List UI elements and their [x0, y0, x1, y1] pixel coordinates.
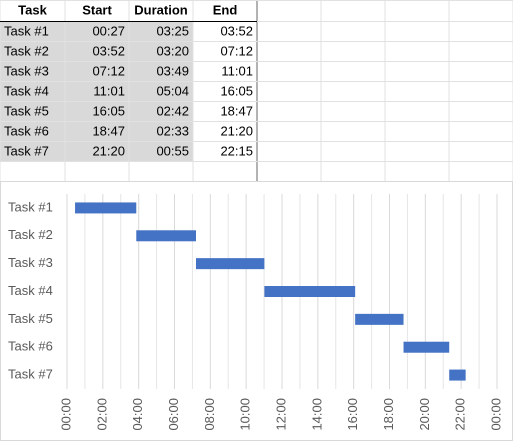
x-tick-label: 18:00	[381, 398, 396, 431]
x-tick-label: 06:00	[166, 398, 181, 431]
cell: 07:12	[220, 43, 253, 58]
cell: 18:47	[220, 103, 253, 118]
y-tick-label: Task #1	[8, 199, 53, 214]
cell: 02:42	[156, 103, 189, 118]
x-tick-label: 20:00	[417, 398, 432, 431]
cell: 00:27	[92, 23, 125, 38]
cell: 07:12	[92, 63, 125, 78]
cell: 16:05	[92, 103, 125, 118]
cell: 18:47	[92, 123, 125, 138]
cell: 03:52	[220, 23, 253, 38]
header-cell: Duration	[134, 2, 188, 17]
cell: Task #5	[4, 103, 49, 118]
y-tick-label: Task #5	[8, 311, 53, 326]
header-cell: End	[213, 2, 238, 17]
cell: 02:33	[156, 123, 189, 138]
x-tick-label: 12:00	[273, 398, 288, 431]
x-tick-label: 00:00	[58, 398, 73, 431]
cell: 11:01	[221, 63, 253, 78]
gantt-bar	[403, 341, 450, 353]
gantt-bar	[75, 202, 137, 214]
gantt-bar	[264, 286, 356, 297]
y-tick-label: Task #3	[8, 255, 53, 270]
chart: 00:00 02:00 04:00 06:00 08:00 10:00 12:00 14:00…	[0, 181, 513, 441]
cell: Task #3	[4, 63, 49, 78]
gantt-bar	[355, 313, 404, 325]
gantt-bar	[136, 230, 196, 242]
x-tick-label: 04:00	[130, 398, 145, 431]
gantt-bar	[196, 258, 265, 270]
cell: 03:49	[156, 63, 189, 78]
y-tick-label: Task #4	[8, 283, 53, 298]
y-tick-label: Task #2	[8, 227, 53, 242]
cell-fill	[0, 141, 193, 161]
y-tick-label: Task #6	[8, 339, 53, 354]
cell: 03:20	[156, 43, 189, 58]
cell: Task #4	[4, 83, 49, 98]
cell: 21:20	[220, 123, 253, 138]
cell: 21:20	[92, 143, 125, 158]
y-tick-label: Task #7	[8, 367, 53, 382]
header-cell: Task	[18, 2, 47, 17]
cell-fill	[0, 81, 193, 101]
header-cell: Start	[82, 2, 112, 17]
cell: Task #2	[4, 43, 49, 58]
cell: 16:05	[220, 83, 253, 98]
cell: Task #7	[4, 143, 49, 158]
x-tick-label: 14:00	[309, 398, 324, 431]
chart-area	[0, 181, 513, 441]
x-tick-label: 00:00	[488, 398, 503, 431]
cell: 03:52	[92, 43, 125, 58]
cell: 00:55	[156, 143, 189, 158]
cell: 11:01	[93, 83, 125, 98]
x-tick-label: 08:00	[202, 398, 217, 431]
cell: 05:04	[156, 83, 189, 98]
cell: 22:15	[220, 143, 253, 158]
x-tick-label: 22:00	[453, 398, 468, 431]
gantt-bar	[449, 369, 466, 381]
x-tick-label: 10:00	[238, 398, 253, 431]
cell-fill	[0, 121, 193, 141]
cell: 03:25	[156, 23, 189, 38]
cell: Task #1	[4, 23, 49, 38]
x-tick-label: 16:00	[345, 398, 360, 431]
cell-fill	[0, 61, 193, 81]
cell-fill	[0, 101, 193, 121]
cell: Task #6	[4, 123, 49, 138]
cell-fill	[0, 21, 193, 41]
cell-fill	[0, 41, 193, 61]
x-tick-label: 02:00	[94, 398, 109, 431]
